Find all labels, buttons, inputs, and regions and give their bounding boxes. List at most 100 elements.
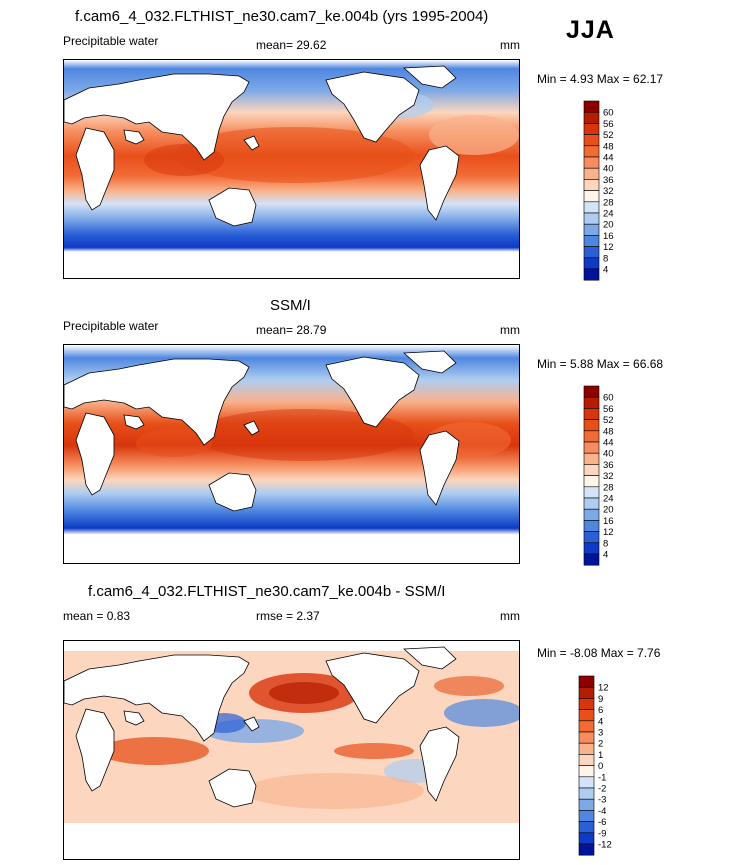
colorbar-swatch xyxy=(578,754,595,766)
colorbar-swatch xyxy=(578,709,595,722)
colorbar-swatch xyxy=(583,475,600,488)
colorbar-tick-label: 48 xyxy=(603,426,614,437)
panel1-units: mm xyxy=(500,38,520,52)
colorbar-swatch xyxy=(583,486,600,499)
panel1-minmax: Min = 4.93 Max = 62.17 xyxy=(537,72,664,86)
colorbar-swatch xyxy=(583,167,600,180)
panel2-continents xyxy=(64,350,460,512)
colorbar-swatch xyxy=(583,145,600,158)
colorbar-tick-label: 52 xyxy=(603,415,614,426)
colorbar-tick-label: 48 xyxy=(603,141,614,152)
panel3-rmse-label: rmse = 2.37 xyxy=(256,609,320,623)
colorbar-swatch xyxy=(578,720,595,733)
panel1-variable-label: Precipitable water xyxy=(63,34,159,48)
panel1-mean-label: mean= 29.62 xyxy=(256,38,327,52)
colorbar-tick-label: 60 xyxy=(603,108,614,119)
colorbar-swatch xyxy=(578,821,595,834)
colorbar-tick-label: 56 xyxy=(603,404,614,415)
colorbar-swatch xyxy=(583,156,600,169)
colorbar-swatch xyxy=(583,441,600,454)
colorbar-tick-label: -6 xyxy=(598,817,606,828)
colorbar-tick-label: 60 xyxy=(603,393,614,404)
colorbar-tick-label: 56 xyxy=(603,119,614,130)
colorbar-swatch xyxy=(578,686,595,699)
colorbar-swatch xyxy=(583,111,600,124)
panel3-title: f.cam6_4_032.FLTHIST_ne30.cam7_ke.004b -… xyxy=(88,583,446,600)
colorbar-tick-label: 12 xyxy=(603,242,614,253)
colorbar-tick-label: 6 xyxy=(598,705,603,716)
colorbar-swatch xyxy=(583,235,600,247)
colorbar-swatch xyxy=(583,223,600,236)
colorbar-swatch xyxy=(583,257,600,270)
colorbar-swatch xyxy=(583,408,600,420)
colorbar-swatch xyxy=(583,430,600,443)
colorbar-swatch xyxy=(583,212,600,225)
panel2-colorbar: 60 56 52 48 44 40 36 32 28 24 20 16 12 8 4 xyxy=(583,385,644,567)
panel1-map xyxy=(63,59,520,279)
colorbar-swatch xyxy=(578,798,595,811)
panel3-minmax: Min = -8.08 Max = 7.76 xyxy=(537,646,661,660)
colorbar-tick-label: 12 xyxy=(603,527,614,538)
panel3-colorbar: 12 9 6 4 3 2 1 0 -1 -2 -3 -4 -6 -9 -12 xyxy=(578,675,639,857)
colorbar-tick-label: 4 xyxy=(603,550,608,561)
panel3-mean-label: mean = 0.83 xyxy=(63,609,131,623)
colorbar-swatch xyxy=(583,508,600,521)
colorbar-swatch xyxy=(583,531,600,544)
colorbar-swatch xyxy=(583,134,600,147)
colorbar-tick-label: 44 xyxy=(603,153,614,164)
colorbar-tick-label: 4 xyxy=(603,265,608,276)
colorbar-tick-label: -4 xyxy=(598,806,606,817)
colorbar-swatch xyxy=(578,742,595,755)
colorbar-swatch xyxy=(578,698,595,710)
colorbar-tick-label: 12 xyxy=(598,683,609,694)
panel1-colorbar: 60 56 52 48 44 40 36 32 28 24 20 16 12 8 4 xyxy=(583,100,644,282)
colorbar-tick-label: 40 xyxy=(603,164,614,175)
panel3-units: mm xyxy=(500,609,520,623)
colorbar-swatch xyxy=(583,385,600,398)
colorbar-swatch xyxy=(583,452,600,465)
colorbar-swatch xyxy=(583,268,600,281)
colorbar-swatch xyxy=(583,201,600,214)
panel2-minmax: Min = 5.88 Max = 66.68 xyxy=(537,357,664,371)
colorbar-tick-label: 52 xyxy=(603,130,614,141)
colorbar-tick-label: -3 xyxy=(598,795,606,806)
colorbar-tick-label: 40 xyxy=(603,449,614,460)
colorbar-swatch xyxy=(583,396,600,409)
panel3-continents xyxy=(64,646,460,808)
colorbar-swatch xyxy=(578,810,595,822)
colorbar-tick-label: 2 xyxy=(598,739,603,750)
colorbar-tick-label: 20 xyxy=(603,505,614,516)
colorbar-tick-label: 9 xyxy=(598,694,603,705)
colorbar-swatch xyxy=(583,520,600,532)
colorbar-tick-label: 24 xyxy=(603,494,614,505)
colorbar-tick-label: -1 xyxy=(598,772,606,783)
colorbar-tick-label: 1 xyxy=(598,750,603,761)
colorbar-swatch xyxy=(578,832,595,845)
colorbar-tick-label: 32 xyxy=(603,186,614,197)
colorbar-swatch xyxy=(578,731,595,744)
panel2-title: SSM/I xyxy=(270,297,311,314)
colorbar-tick-label: 28 xyxy=(603,482,614,493)
colorbar-swatch xyxy=(578,675,595,688)
colorbar-tick-label: 36 xyxy=(603,175,614,186)
colorbar-swatch xyxy=(583,497,600,510)
colorbar-swatch xyxy=(583,542,600,555)
colorbar-tick-label: 32 xyxy=(603,471,614,482)
colorbar-swatch xyxy=(583,246,600,259)
colorbar-swatch xyxy=(583,179,600,191)
colorbar-tick-label: 36 xyxy=(603,460,614,471)
colorbar-swatch xyxy=(583,100,600,113)
panel1-continents xyxy=(64,65,460,227)
colorbar-tick-label: 0 xyxy=(598,761,603,772)
colorbar-swatch xyxy=(583,190,600,203)
colorbar-swatch xyxy=(583,464,600,476)
colorbar-swatch xyxy=(583,123,600,135)
colorbar-tick-label: 44 xyxy=(603,438,614,449)
panel1-title: f.cam6_4_032.FLTHIST_ne30.cam7_ke.004b (… xyxy=(75,8,489,25)
colorbar-tick-label: -2 xyxy=(598,784,606,795)
colorbar-tick-label: 8 xyxy=(603,253,608,264)
colorbar-swatch xyxy=(583,419,600,432)
colorbar-tick-label: -12 xyxy=(598,840,612,851)
colorbar-swatch xyxy=(578,787,595,800)
panel3-map xyxy=(63,640,520,860)
